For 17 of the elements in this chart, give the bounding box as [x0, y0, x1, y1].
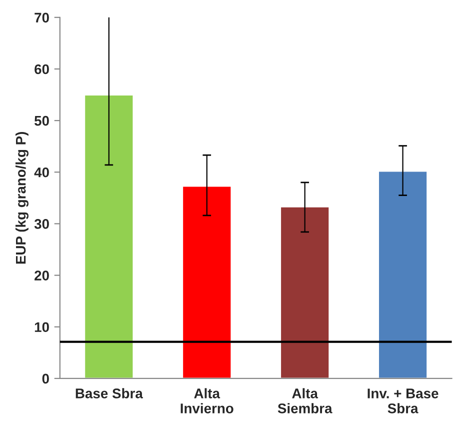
x-tick-label: Alta Invierno [180, 388, 234, 414]
y-axis-title: EUP (kg grano/kg P) [16, 132, 29, 264]
bar [378, 170, 428, 378]
y-tick-label: 30 [34, 219, 49, 229]
y-tick-label: 0 [42, 374, 49, 384]
y-tick-label: 40 [34, 167, 49, 178]
x-tick-label: Base Sbra [76, 388, 143, 398]
bar [182, 185, 232, 378]
bar [280, 206, 330, 378]
y-tick-label: 50 [34, 116, 49, 126]
x-tick-label: Inv. + Base Sbra [368, 388, 438, 414]
y-tick-label: 20 [34, 270, 49, 280]
y-tick-label: 70 [34, 12, 49, 23]
y-tick-label: 10 [34, 322, 49, 332]
bar [84, 94, 134, 378]
x-tick-label: Alta Siembra [278, 388, 332, 414]
y-tick-label: 60 [34, 64, 49, 74]
